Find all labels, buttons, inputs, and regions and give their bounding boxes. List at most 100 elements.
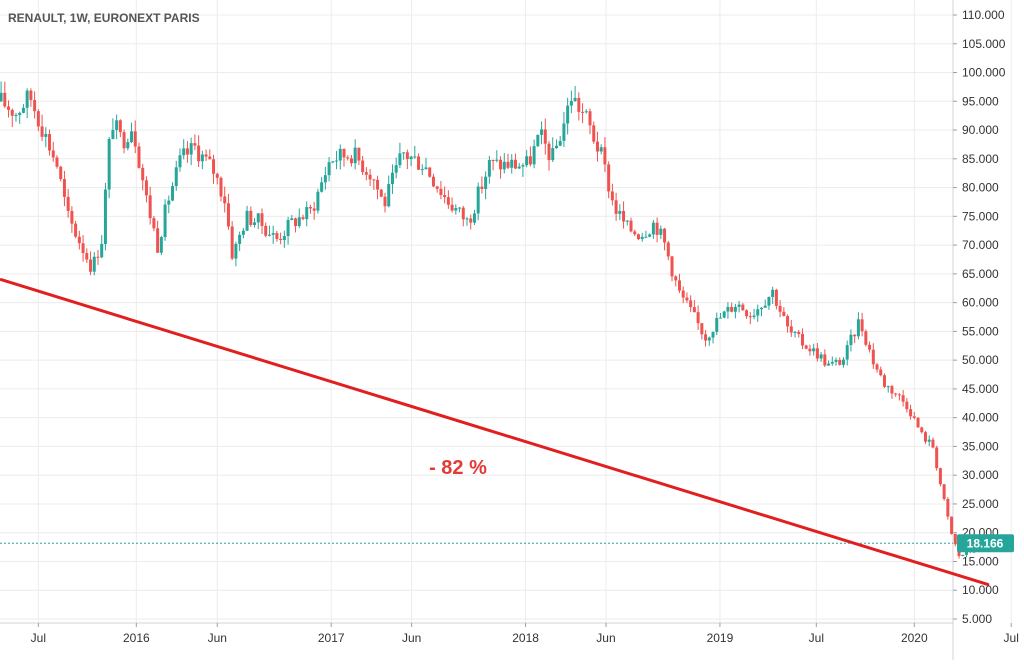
candle-body [890,386,894,394]
candle [148,186,152,225]
candle-body [759,307,763,310]
candle [730,302,734,313]
candle [159,235,163,256]
candle-body [446,197,450,205]
candle-body [282,236,286,240]
candle [294,217,298,233]
candle-body [793,331,797,333]
candle-body [77,236,81,244]
candle-body [197,145,201,162]
candle-body [256,213,260,223]
candle [491,159,495,171]
candle [681,286,685,304]
candle-body [607,164,611,192]
candle [368,168,372,186]
candle [275,230,279,242]
y-tick-label: 15.000 [962,554,999,568]
candle [569,90,573,114]
candle-body [238,234,242,244]
candle [290,214,294,221]
candle-body [718,317,722,319]
candle-body [107,138,111,190]
candle [871,343,875,369]
candle [830,356,834,366]
candle-body [819,354,823,359]
candle-body [920,427,924,433]
candle [741,302,745,311]
candle-body [279,238,283,240]
candle-body [62,179,66,197]
candle-body [465,218,469,220]
candle [189,137,193,166]
candle [808,344,812,356]
candle [715,312,719,336]
candle-body [361,160,365,173]
candle-body [167,200,171,205]
candle [916,417,920,428]
candle [51,141,55,162]
candle [200,150,204,170]
candle [85,248,89,264]
candle [823,349,827,368]
candle [733,303,737,319]
candle-body [640,236,644,240]
candle [420,164,424,176]
candle-body [875,364,879,370]
last-price-label: 18.166 [957,534,1014,553]
candle-body [267,234,271,236]
candle-body [3,92,7,107]
candle [256,213,260,230]
candle [450,197,454,213]
candle-body [633,231,637,235]
candle [171,182,175,202]
candle [614,192,618,221]
candle [126,138,130,151]
candle-body [96,256,100,258]
candle-body [841,359,845,365]
candle-body [961,554,965,557]
candle-body [59,166,63,180]
candle-body [532,146,536,165]
candle-body [771,289,775,297]
candle [938,467,942,487]
candle [346,155,350,161]
x-tick-label: Jul [809,631,824,645]
candle [390,164,394,194]
candle [439,180,443,200]
candle [320,176,324,193]
candle-body [219,177,223,197]
candle [387,175,391,208]
candle [484,171,488,200]
candle-body [525,156,529,166]
candle [752,308,756,320]
candle-body [767,296,771,306]
candle [44,127,48,148]
candle [402,152,406,160]
candle [495,150,499,163]
candle [208,149,212,160]
candle [130,122,134,144]
candle [566,97,570,135]
candle-body [383,196,387,207]
candle-body [715,318,719,332]
candle-body [443,195,447,198]
candle [3,81,7,109]
candle-body [774,289,778,306]
candle-body [931,439,935,448]
candle [625,220,629,226]
y-tick-label: 55.000 [962,324,999,338]
candle-body [424,167,428,170]
candle-body [748,316,752,318]
candle [55,155,59,169]
candle-body [394,165,398,173]
candle [845,340,849,366]
candle [465,217,469,226]
candle [480,176,484,194]
candle-body [126,142,130,149]
candle-body [595,141,599,152]
candle [856,312,860,340]
candle [249,206,253,227]
candle-body [905,401,909,410]
candle-body [741,304,745,311]
candle-body [733,306,737,312]
